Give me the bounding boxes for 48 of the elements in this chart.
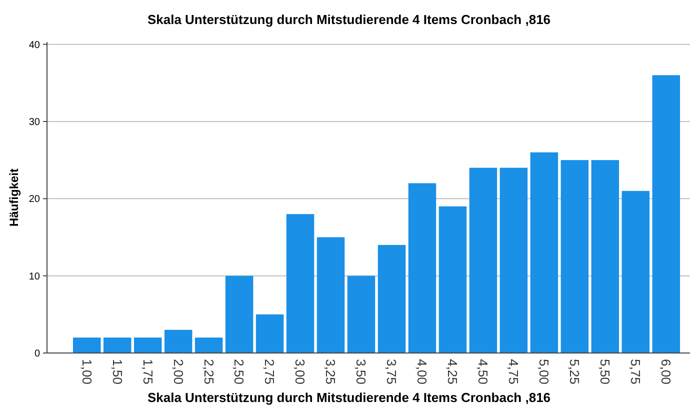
bar: [347, 276, 376, 353]
y-tick-label: 20: [28, 194, 40, 206]
x-tick-label: 2,50: [232, 359, 247, 384]
y-tick-label: 10: [28, 271, 40, 282]
bar: [438, 206, 467, 353]
bar: [652, 75, 680, 353]
x-tick-label: 5,75: [628, 359, 644, 384]
x-tick-label: 3,00: [292, 359, 308, 384]
y-tick-label: 40: [28, 40, 40, 51]
bar: [286, 214, 314, 353]
bar: [530, 152, 558, 353]
x-tick-label: 3,50: [354, 359, 369, 384]
x-tick-label: 1,00: [79, 359, 94, 384]
x-tick-label: 3,75: [384, 359, 400, 384]
bar: [622, 190, 650, 353]
x-tick-label: 6,00: [658, 359, 674, 384]
x-tick-label: 2,75: [262, 359, 278, 384]
bar: [378, 244, 406, 353]
bar: [500, 168, 528, 353]
x-tick-label: 1,75: [140, 359, 156, 384]
x-tick-label: 4,50: [476, 359, 491, 384]
x-tick-label: 3,25: [323, 359, 338, 384]
bar: [316, 237, 345, 353]
bar: [164, 330, 192, 353]
x-tick-label: 5,25: [567, 359, 582, 384]
x-tick-label: 2,00: [170, 359, 186, 384]
bar: [560, 160, 589, 353]
x-tick-label: 4,00: [414, 359, 430, 384]
bar: [134, 338, 162, 353]
x-tick-label: 5,50: [598, 359, 613, 384]
bar: [408, 183, 436, 353]
y-tick-label: 0: [34, 348, 40, 360]
x-axis-title: Skala Unterstützung durch Mitstudierende 4 Items Cronbach ,816: [147, 390, 551, 405]
chart-title: Skala Unterstützung durch Mitstudierende 4 Items Cronbach ,816: [147, 12, 551, 27]
bar: [73, 338, 101, 353]
x-tick-label: 5,00: [536, 359, 552, 384]
bar: [194, 338, 223, 353]
bar: [256, 314, 284, 353]
x-tick-label: 4,25: [445, 359, 460, 384]
x-tick-label: 2,25: [201, 359, 216, 384]
y-tick-label: 30: [28, 116, 40, 128]
x-tick-label: 1,50: [110, 359, 125, 384]
bar: [225, 276, 254, 353]
bar: [591, 160, 620, 353]
y-axis-title: Häufigkeit: [7, 168, 21, 227]
bar: [103, 338, 132, 353]
bar: [469, 168, 498, 353]
x-tick-label: 4,75: [506, 359, 522, 384]
